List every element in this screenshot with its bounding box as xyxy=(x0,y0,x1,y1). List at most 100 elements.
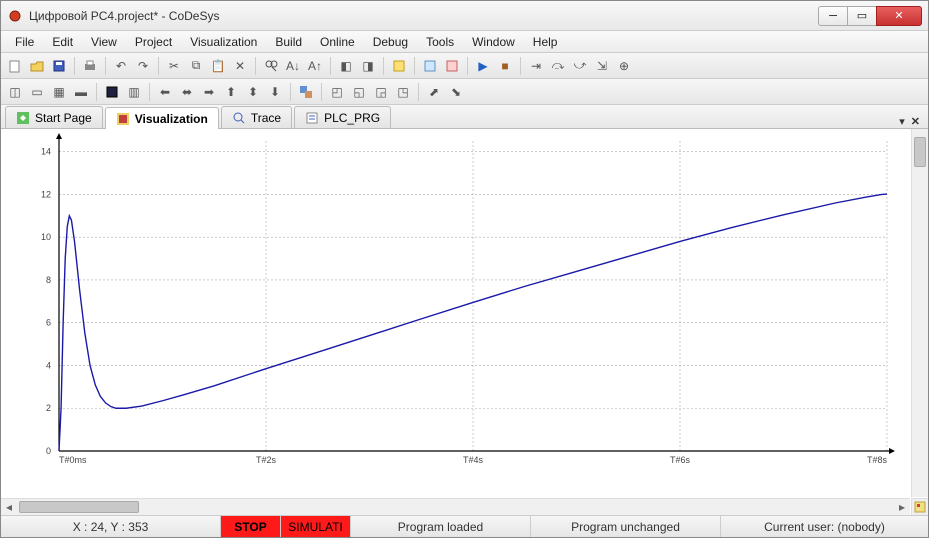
maximize-button[interactable]: ▭ xyxy=(847,6,877,26)
menu-view[interactable]: View xyxy=(83,33,125,51)
align-center-icon[interactable]: ⬌ xyxy=(177,82,197,102)
vertical-scrollbar[interactable] xyxy=(911,129,928,497)
element2-icon[interactable]: ▥ xyxy=(124,82,144,102)
toolbar-visualization: ◫ ▭ ▦ ▬ ▥ ⬅ ⬌ ➡ ⬆ ⬍ ⬇ ◰ ◱ ◲ ◳ ⬈ ⬊ xyxy=(1,79,928,105)
step-over-icon[interactable]: ⤼ xyxy=(548,56,568,76)
toolbar-separator xyxy=(467,57,468,75)
extra2-icon[interactable]: ⬊ xyxy=(446,82,466,102)
order2-icon[interactable]: ◱ xyxy=(349,82,369,102)
build-icon[interactable] xyxy=(389,56,409,76)
horizontal-scrollbar[interactable]: ◂ ▸ xyxy=(1,498,910,515)
menu-bar: File Edit View Project Visualization Bui… xyxy=(1,31,928,53)
svg-text:0: 0 xyxy=(46,446,51,456)
group-icon[interactable] xyxy=(296,82,316,102)
element1-icon[interactable] xyxy=(102,82,122,102)
bookmark-next-icon[interactable]: ◨ xyxy=(358,56,378,76)
cut-icon[interactable]: ✂ xyxy=(164,56,184,76)
svg-text:T#2s: T#2s xyxy=(256,455,277,465)
align-right-icon[interactable]: ➡ xyxy=(199,82,219,102)
status-loaded: Program loaded xyxy=(351,516,531,537)
align-top-icon[interactable]: ⬆ xyxy=(221,82,241,102)
redo-icon[interactable]: ↷ xyxy=(133,56,153,76)
run-to-cursor-icon[interactable]: ⇲ xyxy=(592,56,612,76)
menu-build[interactable]: Build xyxy=(267,33,310,51)
grid-icon[interactable]: ▦ xyxy=(49,82,69,102)
start-page-icon xyxy=(16,111,30,125)
scroll-left-icon[interactable]: ◂ xyxy=(1,499,17,515)
minimize-button[interactable]: ─ xyxy=(818,6,848,26)
stop-icon[interactable]: ■ xyxy=(495,56,515,76)
order1-icon[interactable]: ◰ xyxy=(327,82,347,102)
find-prev-icon[interactable]: A↑ xyxy=(305,56,325,76)
svg-text:T#0ms: T#0ms xyxy=(59,455,87,465)
rect-icon[interactable]: ▭ xyxy=(27,82,47,102)
menu-tools[interactable]: Tools xyxy=(418,33,462,51)
svg-text:6: 6 xyxy=(46,318,51,328)
tab-label: Trace xyxy=(251,111,281,125)
status-user: Current user: (nobody) xyxy=(721,516,928,537)
tab-actions: ▾ ✕ xyxy=(899,115,924,128)
order4-icon[interactable]: ◳ xyxy=(393,82,413,102)
menu-debug[interactable]: Debug xyxy=(365,33,416,51)
start-icon[interactable]: ▶ xyxy=(473,56,493,76)
chart-container: 02468101214T#0msT#2sT#4sT#6sT#8s xyxy=(1,129,910,497)
toolbar-separator xyxy=(414,57,415,75)
menu-project[interactable]: Project xyxy=(127,33,180,51)
tab-close-icon[interactable]: ✕ xyxy=(911,115,920,128)
find-next-icon[interactable]: A↓ xyxy=(283,56,303,76)
scrollbar-thumb[interactable] xyxy=(914,137,926,167)
find-icon[interactable] xyxy=(261,56,281,76)
align-bottom-icon[interactable]: ⬇ xyxy=(265,82,285,102)
svg-text:T#6s: T#6s xyxy=(670,455,691,465)
menu-edit[interactable]: Edit xyxy=(44,33,81,51)
tab-visualization[interactable]: Visualization xyxy=(105,107,219,129)
align-middle-icon[interactable]: ⬍ xyxy=(243,82,263,102)
copy-icon[interactable]: ⧉ xyxy=(186,56,206,76)
visualization-icon xyxy=(116,112,130,126)
toolbar-separator xyxy=(149,83,150,101)
step-into-icon[interactable]: ⇥ xyxy=(526,56,546,76)
svg-text:12: 12 xyxy=(41,189,51,199)
tab-plc-prg[interactable]: PLC_PRG xyxy=(294,106,391,128)
menu-online[interactable]: Online xyxy=(312,33,363,51)
tab-dropdown-icon[interactable]: ▾ xyxy=(899,115,905,128)
menu-visualization[interactable]: Visualization xyxy=(182,33,265,51)
title-bar: Цифровой PC4.project* - CoDeSys ─ ▭ ✕ xyxy=(1,1,928,31)
undo-icon[interactable]: ↶ xyxy=(111,56,131,76)
svg-text:4: 4 xyxy=(46,360,51,370)
breakpoint-icon[interactable]: ⊕ xyxy=(614,56,634,76)
login-icon[interactable] xyxy=(420,56,440,76)
close-button[interactable]: ✕ xyxy=(876,6,922,26)
order3-icon[interactable]: ◲ xyxy=(371,82,391,102)
save-icon[interactable] xyxy=(49,56,69,76)
new-icon[interactable] xyxy=(5,56,25,76)
bookmark-icon[interactable]: ◧ xyxy=(336,56,356,76)
app-icon xyxy=(7,8,23,24)
svg-text:T#4s: T#4s xyxy=(463,455,484,465)
status-bar: X : 24, Y : 353 STOP SIMULATI Program lo… xyxy=(1,515,928,537)
tab-label: Visualization xyxy=(135,112,208,126)
toolbar-separator xyxy=(383,57,384,75)
panel-icon[interactable]: ▬ xyxy=(71,82,91,102)
open-icon[interactable] xyxy=(27,56,47,76)
tab-trace[interactable]: Trace xyxy=(221,106,292,128)
toolbar-main: ↶ ↷ ✂ ⧉ 📋 ✕ A↓ A↑ ◧ ◨ ▶ ■ ⇥ ⤼ ⤻ ⇲ ⊕ xyxy=(1,53,928,79)
scroll-right-icon[interactable]: ▸ xyxy=(894,499,910,515)
select-icon[interactable]: ◫ xyxy=(5,82,25,102)
paste-icon[interactable]: 📋 xyxy=(208,56,228,76)
menu-window[interactable]: Window xyxy=(464,33,523,51)
window-controls: ─ ▭ ✕ xyxy=(819,6,922,26)
logout-icon[interactable] xyxy=(442,56,462,76)
status-changed: Program unchanged xyxy=(531,516,721,537)
menu-file[interactable]: File xyxy=(7,33,42,51)
toolbar-separator xyxy=(290,83,291,101)
step-out-icon[interactable]: ⤻ xyxy=(570,56,590,76)
print-icon[interactable] xyxy=(80,56,100,76)
status-coords: X : 24, Y : 353 xyxy=(1,516,221,537)
tab-start-page[interactable]: Start Page xyxy=(5,106,103,128)
extra1-icon[interactable]: ⬈ xyxy=(424,82,444,102)
delete-icon[interactable]: ✕ xyxy=(230,56,250,76)
align-left-icon[interactable]: ⬅ xyxy=(155,82,175,102)
menu-help[interactable]: Help xyxy=(525,33,566,51)
scrollbar-thumb[interactable] xyxy=(19,501,139,513)
